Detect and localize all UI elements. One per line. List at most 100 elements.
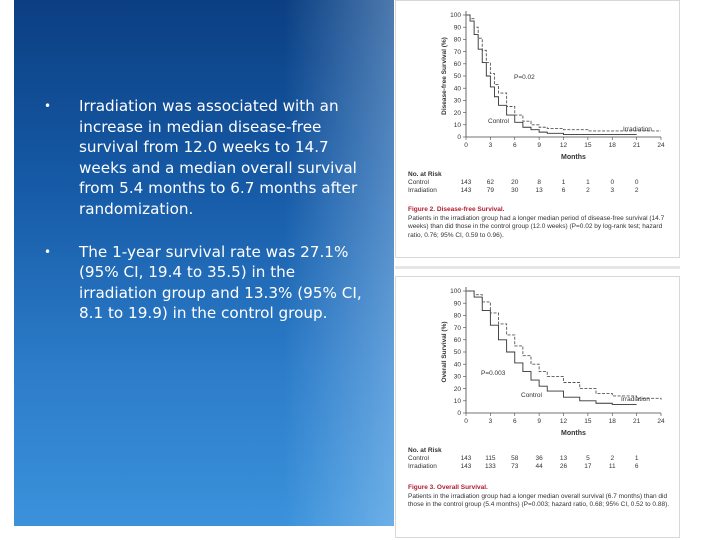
risk-table-fig3: No. at Risk Control Irradiation 143 115 58… <box>408 447 670 470</box>
bullet-item-1: • Irradiation was associated with an inc… <box>44 96 374 220</box>
y-tick-label: 50 <box>454 73 462 80</box>
figure-3-panel: 0 10 20 30 40 50 60 70 80 90 100 0 3 6 9 12 15 18 21 24 Mont… <box>395 276 680 538</box>
y-tick-label: 80 <box>454 313 462 320</box>
risk-cell: 13 <box>559 455 568 462</box>
x-tick-label: 12 <box>560 418 568 425</box>
y-tick-label: 20 <box>454 386 462 393</box>
series-label-control: Control <box>488 118 510 125</box>
risk-cell: 2 <box>634 187 639 194</box>
disease-free-survival-chart: 0 10 20 30 40 50 60 70 80 90 100 0 3 6 9 12 15 18 21 24 Mont… <box>441 11 665 161</box>
x-tick-label: 9 <box>537 142 541 149</box>
y-tick-label: 60 <box>454 61 462 68</box>
series-line-control <box>466 14 637 136</box>
risk-cell: 5 <box>586 455 590 462</box>
risk-cell: 17 <box>584 463 592 470</box>
risk-cell: 26 <box>559 463 568 470</box>
x-tick-label: 12 <box>560 142 568 149</box>
risk-cell: 115 <box>485 455 496 462</box>
panel-separator <box>395 266 680 269</box>
risk-cell: 62 <box>486 179 494 186</box>
y-tick-label: 70 <box>454 49 462 56</box>
risk-cell: 133 <box>484 463 496 470</box>
y-tick-label: 100 <box>450 12 461 19</box>
risk-cell: 30 <box>511 187 519 194</box>
figure-3-title: Figure 3. Overall Survival. <box>408 484 488 491</box>
risk-header: No. at Risk <box>408 171 442 178</box>
y-tick-label: 100 <box>450 288 461 295</box>
series-label-control: Control <box>521 392 543 399</box>
risk-cell: 20 <box>511 179 519 186</box>
y-tick-label: 0 <box>457 134 461 141</box>
x-tick-label: 3 <box>489 142 493 149</box>
y-tick-label: 90 <box>454 300 462 307</box>
risk-cell: 2 <box>586 187 590 194</box>
slide-glow <box>284 0 394 526</box>
overall-survival-chart: 0 10 20 30 40 50 60 70 80 90 100 0 3 6 9 12 15 18 21 24 Mont… <box>441 287 665 437</box>
risk-cell: 11 <box>608 463 616 470</box>
slide-background: • Irradiation was associated with an inc… <box>14 0 394 526</box>
series-line-irradiation <box>466 290 662 400</box>
risk-cell: 1 <box>634 455 639 462</box>
x-tick-label: 15 <box>584 142 592 149</box>
y-tick-label: 80 <box>454 37 462 44</box>
bullet-dot: • <box>44 244 52 259</box>
x-tick-label: 6 <box>513 418 517 425</box>
risk-header: No. at Risk <box>408 447 442 454</box>
bullet-text-2: The 1-year survival rate was 27.1% (95% … <box>79 242 362 323</box>
y-tick-label: 50 <box>454 349 462 356</box>
y-tick-label: 70 <box>454 325 462 332</box>
x-tick-label: 15 <box>584 418 592 425</box>
series-line-control <box>466 290 637 405</box>
risk-row-irradiation: Irradiation <box>408 463 437 470</box>
risk-cell: 0 <box>634 179 639 186</box>
risk-cell: 143 <box>460 179 472 186</box>
series-line-irradiation <box>466 14 661 132</box>
bullet-dot: • <box>44 99 52 113</box>
y-tick-label: 0 <box>457 410 461 417</box>
p-value-annotation: P=0.02 <box>514 74 535 81</box>
risk-cell: 1 <box>561 179 566 186</box>
x-tick-label: 24 <box>657 142 665 149</box>
x-tick-label: 3 <box>489 418 493 425</box>
series-label-irradiation: Irradiation <box>621 396 650 403</box>
risk-cell: 79 <box>486 187 494 194</box>
y-tick-label: 20 <box>454 110 462 117</box>
risk-cell: 6 <box>561 187 566 194</box>
y-tick-label: 10 <box>454 122 462 129</box>
y-tick-label: 40 <box>454 361 462 368</box>
risk-cell: 58 <box>511 455 519 462</box>
risk-row-control: Control <box>408 179 429 186</box>
figure-2-panel: 0 10 20 30 40 50 60 70 80 90 100 0 3 6 9 12 15 18 21 24 Mont… <box>395 0 680 258</box>
risk-table-fig2: No. at Risk Control Irradiation 143 62 20 8… <box>408 171 670 194</box>
risk-cell: 73 <box>511 463 519 470</box>
figure-2-caption: Figure 2. Disease-free Survival. Patient… <box>408 206 670 240</box>
x-tick-label: 18 <box>609 418 617 425</box>
y-axis-label: Disease-free Survival (%) <box>441 37 448 115</box>
y-tick-label: 90 <box>454 24 462 31</box>
x-axis-label: Months <box>561 154 586 161</box>
x-tick-label: 9 <box>537 418 541 425</box>
x-tick-label: 6 <box>513 142 517 149</box>
x-tick-label: 24 <box>657 418 665 425</box>
figure-2-title: Figure 2. Disease-free Survival. <box>408 206 505 213</box>
x-tick-label: 21 <box>633 418 641 425</box>
risk-cell: 143 <box>460 463 472 470</box>
figure-3-caption-text: Patients in the irradiation group had a … <box>408 492 670 509</box>
risk-cell: 13 <box>535 187 543 194</box>
risk-cell: 1 <box>586 179 590 186</box>
risk-cell: 143 <box>460 187 472 194</box>
y-tick-label: 30 <box>454 374 462 381</box>
risk-cell: 8 <box>537 179 541 186</box>
y-tick-label: 30 <box>454 98 462 105</box>
x-axis-label: Months <box>561 430 586 437</box>
bullet-list: • Irradiation was associated with an inc… <box>44 96 374 346</box>
risk-cell: 36 <box>535 455 543 462</box>
y-tick-label: 60 <box>454 337 462 344</box>
p-value-annotation: P=0.003 <box>481 370 506 377</box>
risk-row-irradiation: Irradiation <box>408 187 437 194</box>
y-axis-label: Overall Survival (%) <box>441 321 448 382</box>
risk-cell: 44 <box>535 463 543 470</box>
risk-row-control: Control <box>408 455 429 462</box>
bullet-item-2: • The 1-year survival rate was 27.1% (95… <box>44 242 374 324</box>
risk-cell: 0 <box>610 179 615 186</box>
